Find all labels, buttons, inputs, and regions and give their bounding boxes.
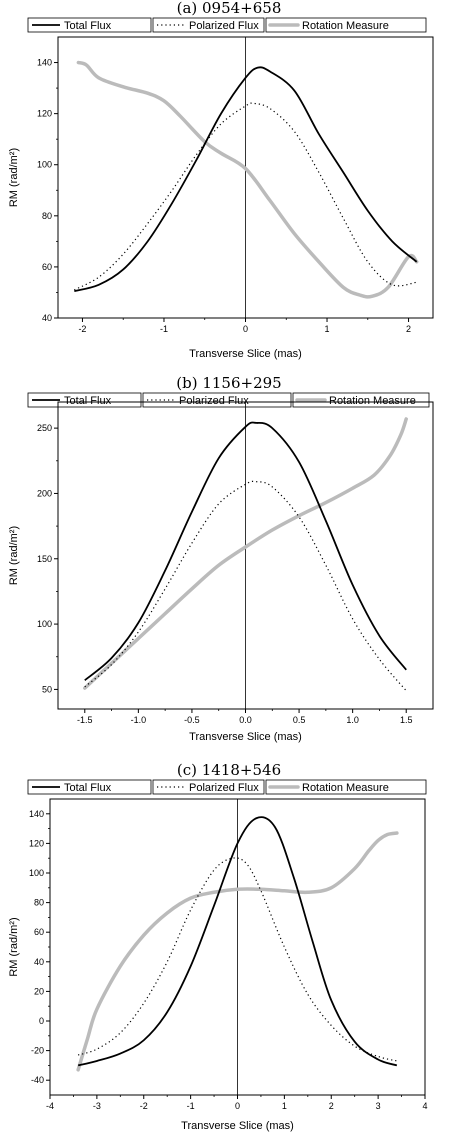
y-tick-label: 40: [42, 313, 52, 323]
chart-svg-c: Total Flux Polarized Flux Rotation Measure…: [8, 779, 428, 1132]
chart-svg-a: Total Flux Polarized Flux Rotation Measure…: [8, 17, 434, 360]
legend-box: [292, 392, 430, 408]
series-line-total-flux: [74, 66, 418, 293]
y-tick-label: 200: [37, 488, 52, 498]
y-tick-label: 150: [37, 554, 52, 564]
y-tick-label: 60: [42, 262, 52, 272]
legend-item-c-2: Rotation Measure: [265, 779, 427, 795]
legend-item-c-1: Polarized Flux: [152, 779, 265, 795]
legend-box: [265, 17, 427, 33]
x-tick-label: 1.5: [400, 715, 413, 725]
legend-label: Rotation Measure: [302, 20, 389, 32]
y-axis: 40 60 80 100 120 140: [37, 58, 58, 323]
x-tick-label: -1.5: [77, 715, 93, 725]
y-tick-label: -20: [31, 1046, 44, 1056]
x-tick-label: -1: [187, 1101, 195, 1111]
legend-box: [27, 779, 152, 795]
y-axis: 50 100 150 200 250: [37, 423, 58, 694]
x-tick-label: -0.5: [184, 715, 200, 725]
y-tick-label: 50: [42, 684, 52, 694]
legend-label: Polarized Flux: [189, 782, 259, 794]
x-tick-label: -2: [78, 324, 86, 334]
y-tick-label: -40: [31, 1075, 44, 1085]
x-axis-label: Transverse Slice (mas): [189, 348, 302, 360]
legend-item-a-1: Polarized Flux: [152, 17, 265, 33]
x-tick-label: 0: [243, 324, 248, 334]
x-tick-label: 0.0: [239, 715, 252, 725]
y-tick-label: 250: [37, 423, 52, 433]
x-tick-label: -3: [93, 1101, 101, 1111]
y-tick-label: 140: [29, 809, 44, 819]
legend-box: [152, 17, 265, 33]
y-axis: -40 -20 0 20 40 60 80 100 120 140: [29, 809, 50, 1085]
x-tick-label: 1.0: [346, 715, 359, 725]
series-line-polarized-flux: [84, 480, 407, 692]
legend-label: Rotation Measure: [302, 782, 389, 794]
chart-title-c: (c) 1418+546: [176, 761, 282, 779]
y-tick-label: 100: [29, 868, 44, 878]
series-line-rotation-measure: [76, 831, 399, 1072]
x-tick-label: 4: [422, 1101, 427, 1111]
chart-panel-a: (a) 0954+658 Total Flux Polarized Flux Rot…: [0, 0, 458, 370]
legend-item-b-1: Polarized Flux: [142, 392, 292, 408]
y-tick-label: 80: [34, 898, 44, 908]
legend-item-b-2: Rotation Measure: [292, 392, 430, 408]
legend-label: Rotation Measure: [329, 395, 416, 407]
x-tick-label: 1: [325, 324, 330, 334]
legend-box: [27, 392, 142, 408]
y-tick-label: 20: [34, 986, 44, 996]
x-tick-label: -2: [140, 1101, 148, 1111]
x-tick-label: 2: [406, 324, 411, 334]
chart-title-a: (a) 0954+658: [176, 0, 282, 17]
legend-label: Total Flux: [64, 20, 112, 32]
y-axis-label: RM (rad/m²): [8, 917, 20, 976]
legend-box: [27, 17, 152, 33]
series-line-polarized-flux: [74, 102, 417, 291]
y-tick-label: 60: [34, 927, 44, 937]
x-tick-label: 3: [376, 1101, 381, 1111]
chart-panel-b: (b) 1156+295 Total Flux Polarized Flux Rot…: [0, 375, 458, 755]
y-tick-label: 40: [34, 957, 44, 967]
x-tick-label: 1: [282, 1101, 287, 1111]
series-line-rotation-measure: [76, 60, 419, 299]
series-line-total-flux: [84, 421, 407, 681]
legend-box: [152, 779, 265, 795]
legend-label: Total Flux: [64, 395, 112, 407]
legend-item-b-0: Total Flux: [27, 392, 142, 408]
x-axis: -1.5 -1.0 -0.5 0.0 0.5 1.0 1.5: [77, 709, 412, 725]
y-tick-label: 100: [37, 160, 52, 170]
legend-item-c-0: Total Flux: [27, 779, 152, 795]
chart-title-b: (b) 1156+295: [176, 374, 282, 392]
x-axis-label: Transverse Slice (mas): [189, 731, 302, 743]
x-tick-label: 2: [329, 1101, 334, 1111]
legend-label: Polarized Flux: [179, 395, 249, 407]
series-line-total-flux: [77, 816, 398, 1067]
y-tick-label: 120: [29, 838, 44, 848]
series-line-rotation-measure: [83, 417, 408, 690]
legend-label: Polarized Flux: [189, 20, 259, 32]
x-tick-label: -4: [46, 1101, 54, 1111]
legend-box: [142, 392, 292, 408]
series-line-polarized-flux: [77, 857, 398, 1062]
legend-label: Total Flux: [64, 782, 112, 794]
chart-svg-b: Total Flux Polarized Flux Rotation Measure…: [8, 392, 434, 743]
x-tick-label: 0.5: [293, 715, 306, 725]
chart-panel-c: (c) 1418+546 Total Flux Polarized Flux Rot…: [0, 762, 458, 1144]
legend-box: [265, 779, 427, 795]
x-tick-label: 0: [235, 1101, 240, 1111]
x-axis: -4 -3 -2 -1 0 1 2 3 4: [46, 1095, 428, 1111]
x-tick-label: -1: [160, 324, 168, 334]
x-axis-label: Transverse Slice (mas): [181, 1120, 294, 1132]
y-axis-label: RM (rad/m²): [8, 148, 20, 207]
legend-item-a-0: Total Flux: [27, 17, 152, 33]
y-tick-label: 0: [39, 1016, 44, 1026]
legend-item-a-2: Rotation Measure: [265, 17, 427, 33]
y-tick-label: 140: [37, 58, 52, 68]
y-tick-label: 80: [42, 211, 52, 221]
x-tick-label: -1.0: [131, 715, 147, 725]
y-tick-label: 100: [37, 619, 52, 629]
y-axis-label: RM (rad/m²): [8, 526, 20, 585]
y-tick-label: 120: [37, 109, 52, 119]
x-axis: -2 -1 0 1 2: [78, 318, 411, 334]
